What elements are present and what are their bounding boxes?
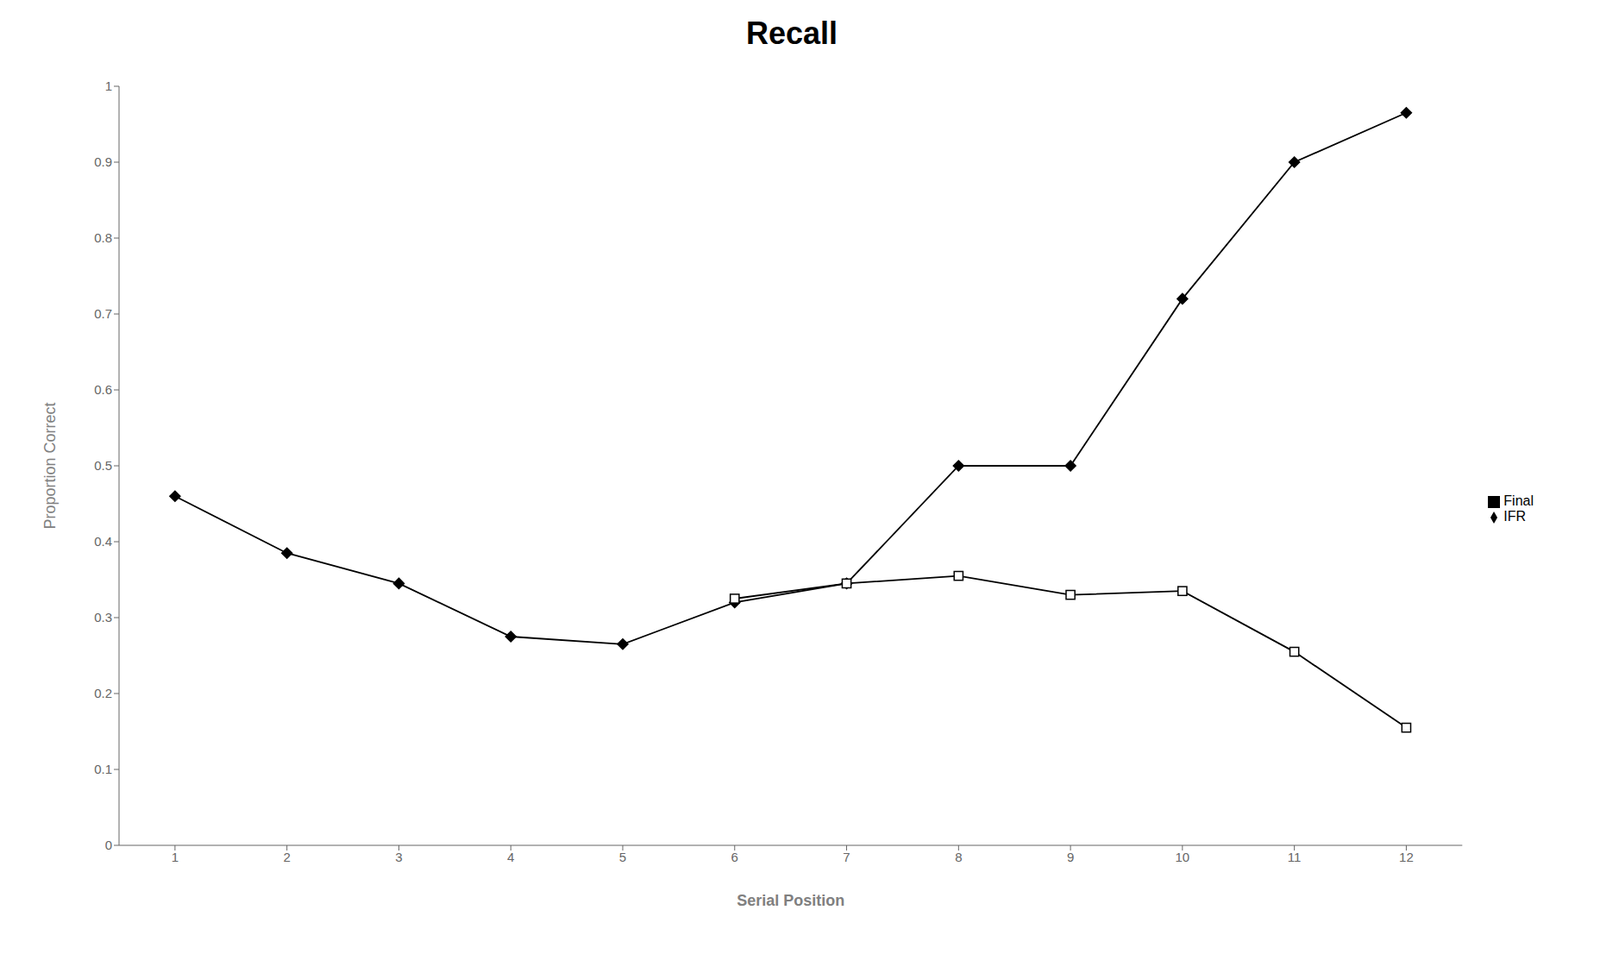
svg-text:12: 12: [1399, 849, 1414, 865]
svg-text:0.8: 0.8: [94, 230, 113, 245]
html-text:IFR: IFR: [1503, 508, 1526, 524]
svg-text:7: 7: [842, 849, 850, 865]
svg-text:0.9: 0.9: [94, 154, 113, 170]
svg-text:1: 1: [105, 78, 113, 94]
svg-text:0.2: 0.2: [94, 685, 113, 701]
svg-text:9: 9: [1066, 849, 1074, 865]
svg-text:0.7: 0.7: [94, 306, 113, 321]
svg-text:11: 11: [1287, 849, 1302, 865]
svg-text:6: 6: [731, 849, 739, 865]
svg-text:0.1: 0.1: [94, 761, 113, 777]
svg-text:2: 2: [282, 849, 290, 865]
svg-text:1: 1: [171, 849, 179, 865]
svg-text:10: 10: [1175, 849, 1191, 865]
html-text:Final: Final: [1503, 493, 1534, 509]
svg-text:5: 5: [619, 849, 627, 865]
svg-text:0.6: 0.6: [94, 382, 113, 397]
svg-text:Serial Position: Serial Position: [736, 891, 845, 910]
svg-text:4: 4: [507, 849, 515, 865]
svg-text:Proportion Correct: Proportion Correct: [41, 401, 59, 529]
svg-text:0: 0: [105, 837, 113, 853]
svg-text:3: 3: [395, 849, 402, 865]
html-text:Recall: Recall: [746, 15, 838, 51]
svg-text:0.4: 0.4: [94, 533, 113, 549]
svg-text:0.3: 0.3: [94, 609, 113, 625]
svg-text:8: 8: [954, 849, 962, 865]
svg-text:0.5: 0.5: [94, 458, 113, 473]
